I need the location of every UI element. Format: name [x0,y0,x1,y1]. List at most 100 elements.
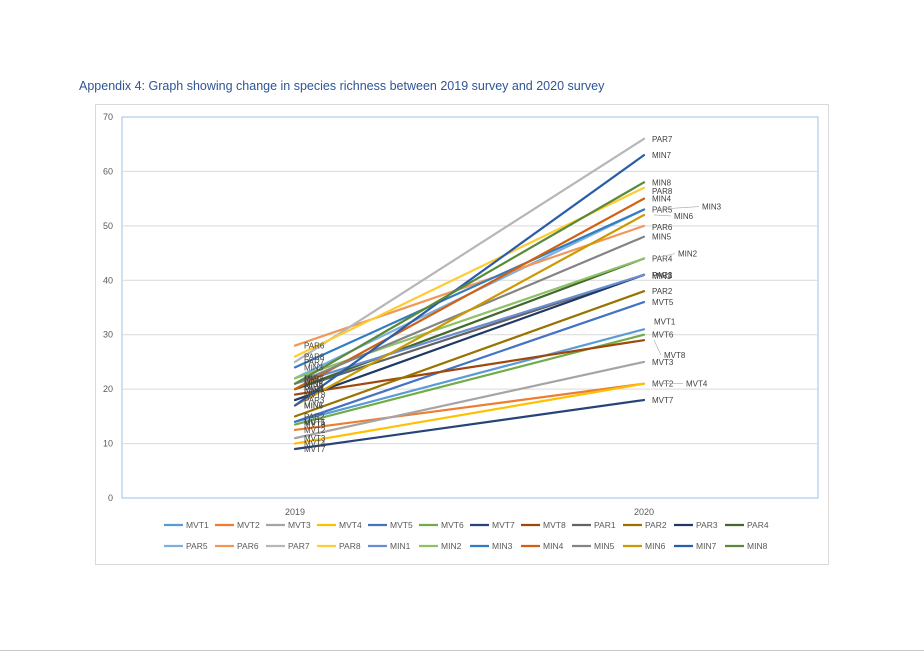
chart-frame: 0 10 20 30 40 50 60 70 2019 2020 MVT1 MVT2 MVT3 MVT… [95,104,829,565]
y-tick-label: 50 [103,221,113,231]
data-label: MIN1 [304,380,324,389]
series-line-par3 [293,273,646,402]
label-leader [653,340,662,356]
legend-label: MVT5 [390,520,413,530]
y-tick-label: 20 [103,384,113,394]
series-line-min3 [293,208,646,369]
data-label: PAR4 [304,385,325,394]
legend-label: MIN5 [594,541,615,551]
data-label: PAR6 [304,342,325,351]
series-line-mvt2 [293,382,646,432]
data-label: MVT3 [652,358,674,367]
data-label: MVT1 [654,317,676,326]
data-label: MIN4 [652,195,672,204]
series-line-min4 [293,197,646,391]
legend-label: MIN2 [441,541,462,551]
data-label: MIN4 [304,385,324,394]
legend-label: PAR1 [594,520,616,530]
data-label: MIN8 [304,380,324,389]
label-leader [653,253,676,259]
data-labels: MVT1MVT2MVT3MVT4MVT5MVT6MVT7MVT8PAR1PAR2… [304,135,722,454]
gridlines [121,116,819,499]
legend-label: MIN6 [645,541,666,551]
document-title: Appendix 4: Graph showing change in spec… [79,79,605,93]
legend-label: PAR6 [237,541,259,551]
x-tick-label: 2019 [285,507,305,517]
data-label: PAR3 [652,271,673,280]
data-label: MVT8 [304,391,326,400]
legend-label: PAR4 [747,520,769,530]
data-label: MIN6 [304,401,324,410]
data-label: PAR6 [652,223,673,232]
legend-label: PAR8 [339,541,361,551]
series-line-mvt7 [293,398,646,451]
data-label: MIN1 [652,272,672,281]
legend-label: PAR2 [645,520,667,530]
data-label: PAR4 [652,255,673,264]
data-label: PAR8 [304,352,325,361]
data-label: MIN6 [674,212,694,221]
data-label: PAR5 [652,206,673,215]
y-tick-label: 70 [103,112,113,122]
legend-label: PAR5 [186,541,208,551]
data-label: PAR1 [652,271,673,280]
legend-label: MIN3 [492,541,513,551]
data-label: MVT7 [304,445,326,454]
data-label: MIN7 [304,401,324,410]
label-leader [653,214,672,217]
data-label: MIN7 [652,151,672,160]
series-line-min6 [293,213,646,407]
data-label: PAR7 [304,358,325,367]
legend-label: MVT6 [441,520,464,530]
data-label: MIN5 [304,380,324,389]
data-label: MIN3 [702,203,722,212]
legend-label: MVT2 [237,520,260,530]
data-label: PAR8 [652,187,673,196]
legend-label: PAR7 [288,541,310,551]
data-label: MIN5 [652,233,672,242]
series-line-mvt4 [293,382,646,445]
y-tick-label: 10 [103,439,113,449]
data-label: MVT1 [304,418,326,427]
data-label: MIN3 [304,363,324,372]
legend-label: MVT3 [288,520,311,530]
legend-label: MVT4 [339,520,362,530]
series-lines [293,137,646,451]
data-label: PAR3 [304,396,325,405]
legend: MVT1 MVT2 MVT3 MVT4 MVT5 MVT6 MVT7 MVT8 PAR1 PAR2… [164,520,769,551]
y-tick-label: 30 [103,330,113,340]
legend-label: PAR3 [696,520,718,530]
series-line-par2 [293,290,646,418]
y-axis-ticks: 0 10 20 30 40 50 60 70 [103,112,113,503]
legend-label: MIN1 [390,541,411,551]
legend-label: MVT8 [543,520,566,530]
data-label: PAR1 [304,385,325,394]
data-label: MVT3 [304,434,326,443]
page-bottom-rule [0,650,924,651]
data-label: MIN2 [304,374,324,383]
data-label: MVT5 [304,418,326,427]
data-label: MVT4 [686,380,708,389]
series-line-mvt8 [293,339,646,396]
series-line-min7 [293,153,646,407]
x-tick-label: 2020 [634,507,654,517]
series-line-min8 [293,181,646,385]
series-line-par7 [293,137,646,364]
series-line-mvt5 [293,300,646,423]
legend-label: MIN8 [747,541,768,551]
data-label: MVT8 [664,351,686,360]
data-label: MIN8 [652,178,672,187]
data-label: MVT2 [304,426,326,435]
data-label: MVT6 [652,331,674,340]
data-label: PAR7 [652,135,673,144]
plot-area [121,116,819,499]
y-tick-label: 0 [108,493,113,503]
y-tick-label: 40 [103,275,113,285]
data-label: PAR2 [652,287,673,296]
data-label: MVT4 [304,440,326,449]
legend-label: MVT7 [492,520,515,530]
data-label: MVT7 [652,396,674,405]
data-label: MVT5 [652,298,674,307]
label-leader [653,206,700,210]
